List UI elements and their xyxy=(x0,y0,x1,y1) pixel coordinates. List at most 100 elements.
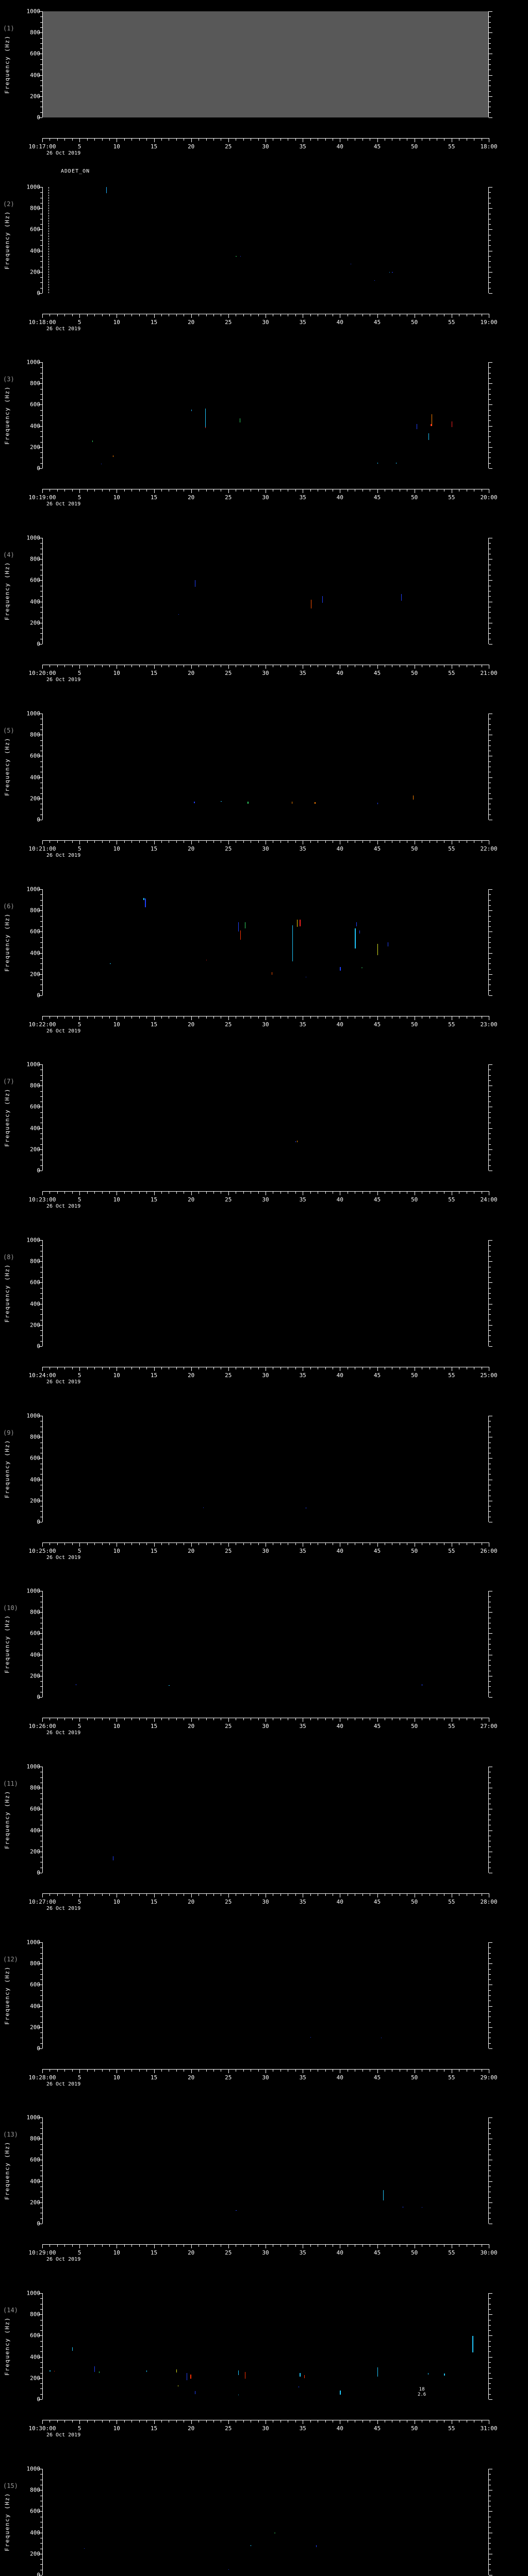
y-tick xyxy=(489,64,491,65)
x-tick-label: 55 xyxy=(448,494,455,501)
x-tick-label: 10:28:00 xyxy=(28,2074,56,2081)
x-tick-label: 55 xyxy=(448,1372,455,1379)
x-tick xyxy=(131,2420,133,2422)
x-tick xyxy=(310,1367,311,1369)
y-tick xyxy=(40,633,42,634)
y-tick-label-column: 1000 800 600 400 200 0 xyxy=(13,1413,41,1526)
y-tick xyxy=(489,2048,492,2049)
y-tick xyxy=(40,905,42,906)
x-tick-label: 15 xyxy=(150,1372,158,1379)
y-tick-label: 200 xyxy=(30,2375,40,2382)
x-tick xyxy=(280,2420,281,2422)
x-tick-label: 45 xyxy=(373,2249,381,2256)
x-tick xyxy=(243,138,244,141)
y-tick xyxy=(39,559,42,560)
y-tick xyxy=(39,2202,42,2203)
x-tick xyxy=(131,2244,133,2247)
x-tick xyxy=(57,138,58,141)
x-axis-date-caption: 26 Oct 2019 xyxy=(46,1555,81,1561)
panel-index-label: (10) xyxy=(3,1604,18,1612)
y-tick xyxy=(40,64,42,65)
y-axis-right xyxy=(488,187,492,294)
plot-background xyxy=(42,2469,489,2575)
x-tick xyxy=(243,2069,244,2072)
x-tick xyxy=(161,1543,162,1545)
y-tick xyxy=(40,282,42,283)
y-tick xyxy=(40,612,42,613)
x-tick-label: 20 xyxy=(188,2425,195,2432)
y-tick xyxy=(489,931,492,933)
x-tick xyxy=(131,138,133,141)
y-tick-label: 600 xyxy=(30,1630,40,1637)
y-tick-label: 600 xyxy=(30,2156,40,2163)
x-tick xyxy=(42,1367,43,1371)
x-tick xyxy=(176,1367,177,1369)
x-tick xyxy=(191,840,192,844)
y-tick xyxy=(40,1777,42,1778)
y-tick-label: 400 xyxy=(30,1125,40,1132)
x-tick xyxy=(87,1367,88,1369)
y-tick xyxy=(489,229,492,230)
y-tick-label: 600 xyxy=(30,1279,40,1286)
x-tick-label: 30 xyxy=(262,670,269,676)
x-tick xyxy=(42,2420,43,2424)
x-tick xyxy=(154,314,155,318)
x-tick xyxy=(191,314,192,318)
x-tick-label: 15 xyxy=(150,845,158,852)
y-tick xyxy=(489,240,491,241)
x-tick xyxy=(310,665,311,667)
y-tick xyxy=(40,2022,42,2023)
x-tick-label: 10 xyxy=(113,1548,120,1554)
plot-background xyxy=(42,187,489,293)
x-tick xyxy=(64,2244,65,2247)
x-tick-label: 10:25:00 xyxy=(28,1548,56,1554)
y-tick-label: 200 xyxy=(30,2024,40,2031)
y-tick-label: 600 xyxy=(30,401,40,408)
x-tick-label: 30 xyxy=(262,1899,269,1905)
detection-trace xyxy=(98,2371,100,2373)
y-tick xyxy=(489,1474,491,1475)
x-axis-date-caption: 26 Oct 2019 xyxy=(46,150,81,156)
y-axis-title-text: Frequency (Hz) xyxy=(4,1088,11,1147)
y-tick xyxy=(40,2298,42,2299)
x-tick xyxy=(64,1191,65,1194)
x-tick-label: 10 xyxy=(113,1372,120,1379)
x-tick xyxy=(295,1016,296,1019)
x-tick xyxy=(258,1367,259,1369)
y-tick xyxy=(40,1245,42,1246)
x-tick xyxy=(377,665,378,669)
x-tick-label: 55 xyxy=(448,1196,455,1203)
y-tick xyxy=(39,2357,42,2358)
x-tick xyxy=(191,1016,192,1020)
y-tick xyxy=(489,740,491,741)
x-tick-label: 40 xyxy=(336,319,343,326)
y-axis-left xyxy=(39,2469,43,2575)
y-tick xyxy=(489,2293,492,2294)
x-tick-label: 35 xyxy=(299,494,306,501)
y-tick-label: 0 xyxy=(37,1518,40,1526)
y-tick xyxy=(39,208,42,209)
y-tick xyxy=(489,2202,492,2203)
x-tick xyxy=(213,2069,214,2072)
x-tick xyxy=(191,1893,192,1897)
y-axis-left xyxy=(39,1767,43,1873)
x-tick-label: 10 xyxy=(113,1196,120,1203)
x-tick xyxy=(131,489,133,492)
y-tick xyxy=(40,1256,42,1257)
plot-background xyxy=(42,1240,489,1346)
x-tick xyxy=(124,840,125,843)
x-tick xyxy=(131,2069,133,2072)
y-tick xyxy=(40,2218,42,2219)
y-tick xyxy=(489,2006,492,2007)
y-tick-label: 0 xyxy=(37,2396,40,2403)
y-tick-label: 200 xyxy=(30,795,40,802)
x-tick-label: 50 xyxy=(411,1723,418,1730)
x-tick xyxy=(72,1367,73,1369)
x-tick-label: 25 xyxy=(225,2249,232,2256)
y-axis-right xyxy=(488,2117,492,2224)
panel-index-label: (14) xyxy=(3,2307,18,2314)
y-tick xyxy=(40,1165,42,1166)
x-tick xyxy=(206,1191,207,1194)
y-tick-label: 1000 xyxy=(26,1763,41,1770)
